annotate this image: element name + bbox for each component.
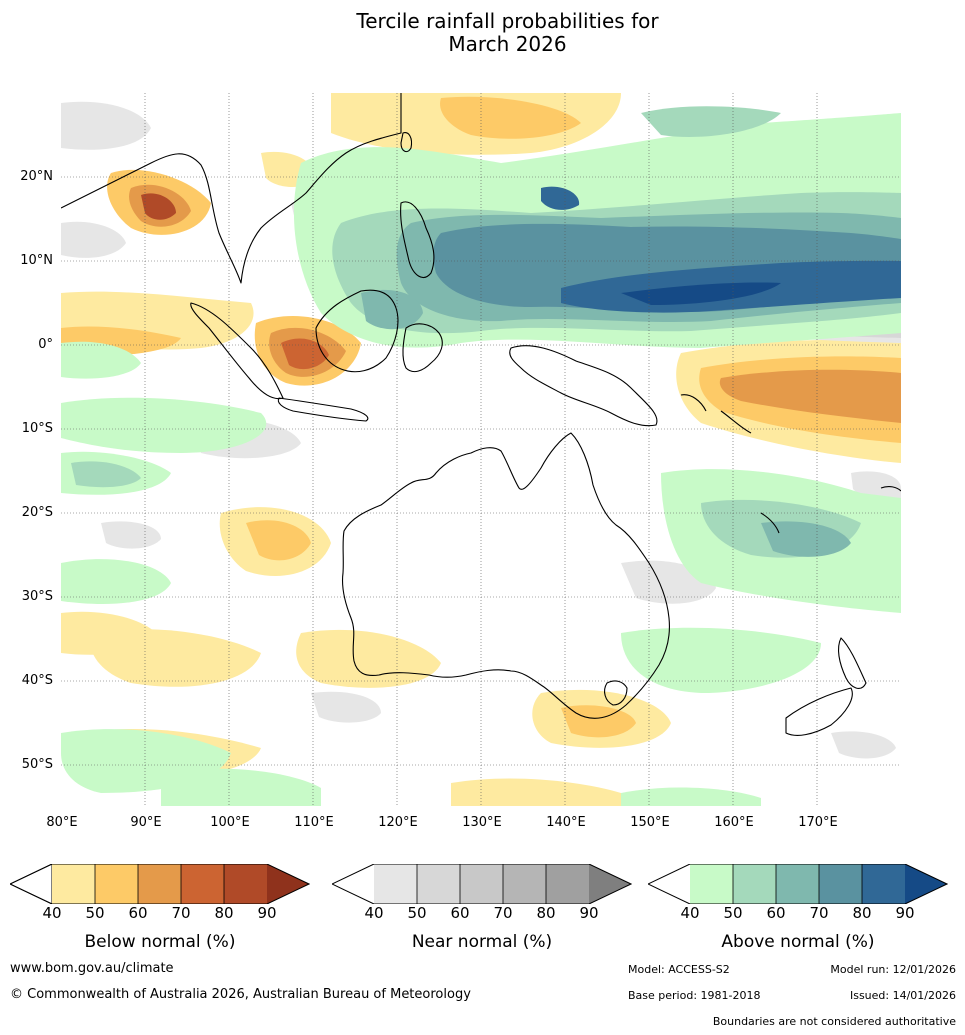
below-swatch-5 <box>224 864 267 904</box>
above-tick-60: 60 <box>766 904 786 922</box>
lon-label-150e: 150°E <box>630 815 670 830</box>
above-tick-70: 70 <box>809 904 829 922</box>
near-swatch-5 <box>546 864 589 904</box>
issued-text: Issued: 14/01/2026 <box>849 989 956 1002</box>
title-line-1: Tercile rainfall probabilities for <box>356 9 659 33</box>
below-swatch-6 <box>267 864 309 904</box>
below-tick-90: 90 <box>257 904 277 922</box>
near-swatch-3 <box>460 864 503 904</box>
lat-label-50s: 50°S <box>21 757 53 772</box>
rainfall-probability-map <box>61 93 901 806</box>
near-tick-60: 60 <box>450 904 470 922</box>
near-tick-90: 90 <box>579 904 599 922</box>
above-tick-90: 90 <box>895 904 915 922</box>
lon-label-130e: 130°E <box>462 815 502 830</box>
near-tick-40: 40 <box>364 904 384 922</box>
below-swatch-2 <box>95 864 138 904</box>
australia-coastline <box>341 432 670 719</box>
sumatra-coastline <box>190 302 284 400</box>
coastlines <box>61 93 901 736</box>
above-swatch-3 <box>776 864 819 904</box>
below-tick-80: 80 <box>214 904 234 922</box>
base-period-text: Base period: 1981-2018 <box>628 989 761 1002</box>
lat-label-20s: 20°S <box>21 505 53 520</box>
above-normal-regions <box>61 106 901 806</box>
sulawesi-coastline <box>402 323 443 373</box>
above-swatch-5 <box>862 864 905 904</box>
above-tick-40: 40 <box>680 904 700 922</box>
near-normal-colorbar <box>332 864 632 904</box>
near-normal-caption: Near normal (%) <box>411 932 553 952</box>
website-link[interactable]: www.bom.gov.au/climate <box>10 961 174 976</box>
above-normal-colorbar <box>648 864 948 904</box>
above-normal-caption: Above normal (%) <box>721 932 875 952</box>
below-tick-70: 70 <box>171 904 191 922</box>
above-normal-legend: 40 50 60 70 80 90 Above normal (%) <box>648 864 948 954</box>
new-guinea-coastline <box>509 345 658 427</box>
lon-label-90e: 90°E <box>130 815 162 830</box>
lat-label-40s: 40°S <box>21 673 53 688</box>
below-tick-50: 50 <box>85 904 105 922</box>
near-swatch-0 <box>332 864 374 904</box>
lon-label-140e: 140°E <box>546 815 586 830</box>
below-swatch-0 <box>10 864 53 904</box>
above-swatch-4 <box>819 864 862 904</box>
model-run-text: Model run: 12/01/2026 <box>830 963 956 976</box>
lon-label-160e: 160°E <box>714 815 754 830</box>
lat-label-30s: 30°S <box>21 589 53 604</box>
lat-label-20n: 20°N <box>20 169 53 184</box>
near-swatch-1 <box>374 864 417 904</box>
mainland-asia-coastline <box>61 93 402 284</box>
java-coastline <box>277 397 369 422</box>
below-tick-60: 60 <box>128 904 148 922</box>
below-tick-40: 40 <box>42 904 62 922</box>
above-swatch-0 <box>648 864 690 904</box>
below-swatch-4 <box>181 864 224 904</box>
near-tick-70: 70 <box>493 904 513 922</box>
disclaimer-text: Boundaries are not considered authoritat… <box>712 1015 956 1028</box>
lon-label-100e: 100°E <box>210 815 250 830</box>
lat-label-equator: 0° <box>38 337 53 352</box>
below-swatch-1 <box>52 864 95 904</box>
near-swatch-2 <box>417 864 460 904</box>
lon-label-110e: 110°E <box>294 815 334 830</box>
lat-label-10n: 10°N <box>20 253 53 268</box>
above-swatch-6 <box>905 864 947 904</box>
lat-label-10s: 10°S <box>21 421 53 436</box>
below-swatch-3 <box>138 864 181 904</box>
near-swatch-6 <box>589 864 631 904</box>
above-tick-50: 50 <box>723 904 743 922</box>
new-zealand-coastline <box>837 637 867 689</box>
below-normal-regions <box>61 93 901 806</box>
below-normal-colorbar <box>10 864 310 904</box>
copyright-text: © Commonwealth of Australia 2026, Austra… <box>10 987 471 1002</box>
lon-label-80e: 80°E <box>46 815 78 830</box>
tasmania-coastline <box>604 680 628 706</box>
philippines-coastline <box>400 201 435 278</box>
below-normal-caption: Below normal (%) <box>84 932 236 952</box>
lon-label-170e: 170°E <box>798 815 838 830</box>
near-tick-50: 50 <box>407 904 427 922</box>
above-swatch-1 <box>690 864 733 904</box>
near-normal-legend: 40 50 60 70 80 90 Near normal (%) <box>332 864 632 954</box>
map-title: Tercile rainfall probabilities for March… <box>0 10 965 56</box>
title-line-2: March 2026 <box>448 32 567 56</box>
near-swatch-4 <box>503 864 546 904</box>
near-tick-80: 80 <box>536 904 556 922</box>
below-normal-legend: 40 50 60 70 80 90 Below normal (%) <box>10 864 310 954</box>
model-text: Model: ACCESS-S2 <box>628 963 730 976</box>
borneo-coastline <box>315 289 399 373</box>
above-tick-80: 80 <box>852 904 872 922</box>
above-swatch-2 <box>733 864 776 904</box>
lon-label-120e: 120°E <box>378 815 418 830</box>
